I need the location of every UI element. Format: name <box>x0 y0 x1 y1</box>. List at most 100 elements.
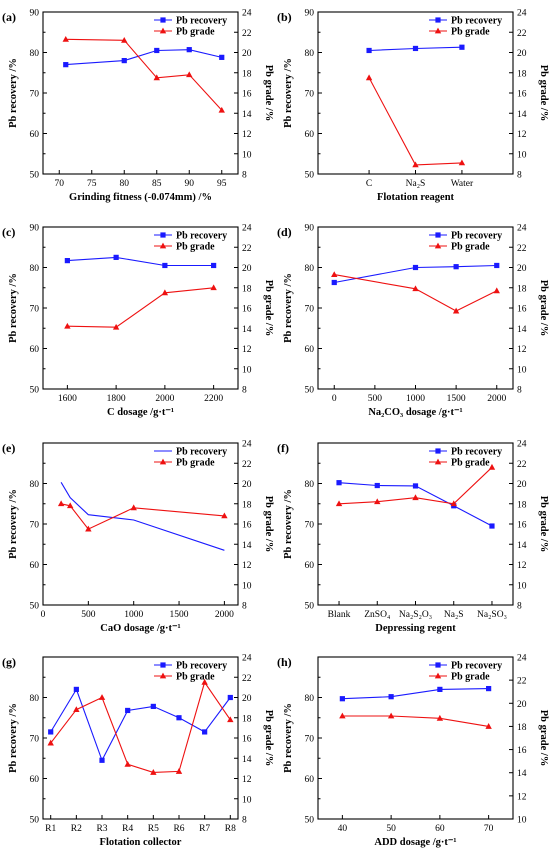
y2-tick-label: 16 <box>242 90 252 100</box>
x-tick-label: 1500 <box>170 610 189 620</box>
x-tick-label: 85 <box>152 179 162 189</box>
legend-entry: Pb recovery <box>176 661 227 672</box>
y2-tick-label: 10 <box>242 581 252 591</box>
data-point-triangle <box>98 694 106 700</box>
y-tick-label: 50 <box>305 816 315 826</box>
data-point-triangle <box>412 161 419 168</box>
x-tick-label: 2200 <box>204 394 223 404</box>
data-point-triangle <box>62 35 69 42</box>
legend-entry: Pb grade <box>176 242 215 253</box>
legend-marker-triangle <box>434 242 442 249</box>
y2-tick-label: 20 <box>517 264 527 274</box>
legend-entry: Pb recovery <box>451 447 502 458</box>
y-tick-label: 50 <box>305 171 315 181</box>
y2-axis-title: Pb grade /% <box>538 496 549 553</box>
data-point-triangle <box>450 500 457 507</box>
panel-label: (e) <box>2 441 15 455</box>
y2-tick-label: 12 <box>517 561 527 571</box>
data-point-square <box>211 262 217 269</box>
panel-a: (a) 70 75 80 85 90 95 50 60 70 80 90 8 10 12 14 16 18 20 22… <box>2 9 274 204</box>
x-tick-label: Blank <box>328 610 351 620</box>
data-point-square <box>227 694 233 701</box>
legend-entry: Pb recovery <box>176 16 227 27</box>
panel-label: (a) <box>2 10 16 24</box>
y2-axis-title: Pb grade /% <box>263 710 274 767</box>
data-point-square <box>331 279 337 286</box>
series-line-pb-recovery <box>60 482 225 551</box>
x-tick-label: R3 <box>96 824 107 834</box>
y-axis-title: Pb recovery /% <box>8 58 19 128</box>
data-point-triangle <box>339 712 346 719</box>
y2-tick-label: 18 <box>517 69 527 79</box>
y-tick-label: 90 <box>305 9 315 19</box>
y2-tick-label: 22 <box>517 677 527 687</box>
y2-tick-label: 18 <box>242 69 252 79</box>
y2-tick-label: 12 <box>517 130 527 140</box>
y-tick-label: 60 <box>30 775 40 785</box>
y-tick-label: 90 <box>30 224 40 234</box>
x-axis-title: C dosage /g·t⁻¹ <box>107 407 174 418</box>
data-point-triangle <box>218 106 225 113</box>
series-line-pb-grade <box>50 681 231 773</box>
y2-tick-label: 12 <box>517 345 527 355</box>
y-tick-label: 60 <box>30 130 40 140</box>
data-point-triangle <box>485 723 492 729</box>
x-tick-label: R7 <box>199 824 210 834</box>
x-tick-label: 2000 <box>487 394 506 404</box>
x-tick-label: 70 <box>55 179 65 189</box>
y2-tick-label: 22 <box>242 460 252 470</box>
x-tick-label: 95 <box>217 179 227 189</box>
y2-tick-label: 12 <box>242 561 252 571</box>
y-tick-label: 80 <box>305 480 315 490</box>
series-line-pb-grade <box>60 503 225 530</box>
y-tick-label: 70 <box>30 521 40 531</box>
panel-label: (d) <box>277 225 292 239</box>
y2-tick-label: 12 <box>242 130 252 140</box>
data-point-triangle <box>175 768 183 774</box>
data-point-triangle <box>112 323 120 330</box>
series-line-pb-recovery <box>342 688 489 700</box>
data-point-square <box>494 262 500 269</box>
y2-tick-label: 10 <box>517 581 527 591</box>
panel-g: (g) R1 R2 R3 R4 R5 R6 R7 R8 50 60 70 80 8 10 12 14 16 18 20… <box>2 654 274 849</box>
legend-marker-square <box>435 17 441 23</box>
data-point-triangle <box>221 512 228 519</box>
y2-tick-label: 8 <box>517 386 522 396</box>
y2-axis-title: Pb grade /% <box>538 280 549 337</box>
legend-marker-square <box>435 662 441 668</box>
data-point-triangle <box>67 502 74 509</box>
y-tick-label: 50 <box>305 602 315 612</box>
y2-tick-label: 14 <box>242 325 252 335</box>
y-tick-label: 60 <box>305 130 315 140</box>
y2-tick-label: 12 <box>242 775 252 785</box>
x-tick-label: 0 <box>41 610 46 620</box>
x-tick-label: Na₂S <box>444 610 464 620</box>
y-tick-label: 80 <box>305 264 315 274</box>
y2-tick-label: 10 <box>242 795 252 805</box>
x-tick-label: 70 <box>484 824 494 834</box>
y2-tick-label: 22 <box>242 29 252 39</box>
data-point-square <box>48 729 54 735</box>
x-axis-title: Grinding fitness (-0.074mm) /% <box>69 192 212 203</box>
data-point-triangle <box>73 706 80 713</box>
data-point-square <box>202 729 208 735</box>
data-point-triangle <box>365 74 373 81</box>
y2-tick-label: 22 <box>517 460 527 470</box>
data-point-triangle <box>452 307 460 314</box>
data-point-triangle <box>374 498 381 505</box>
y2-tick-label: 18 <box>242 500 252 510</box>
y2-tick-label: 10 <box>517 816 527 826</box>
data-point-square <box>121 58 127 64</box>
data-point-triangle <box>121 36 128 43</box>
legend-marker-square <box>160 232 166 238</box>
legend-entry: Pb grade <box>176 27 215 38</box>
data-point-square <box>336 480 342 486</box>
x-tick-label: 50 <box>386 824 396 834</box>
data-point-square <box>73 686 79 692</box>
legend-marker-triangle <box>159 672 167 679</box>
data-point-square <box>412 483 419 489</box>
y-tick-label: 80 <box>30 480 40 490</box>
panel-f: (f) Blank ZnSO₄ Na₂S₂O₃ Na₂S Na₂SO₃ 50 60 70 80 8 1… <box>277 440 549 635</box>
x-tick-label: R8 <box>225 824 236 834</box>
y-tick-label: 70 <box>305 521 315 531</box>
